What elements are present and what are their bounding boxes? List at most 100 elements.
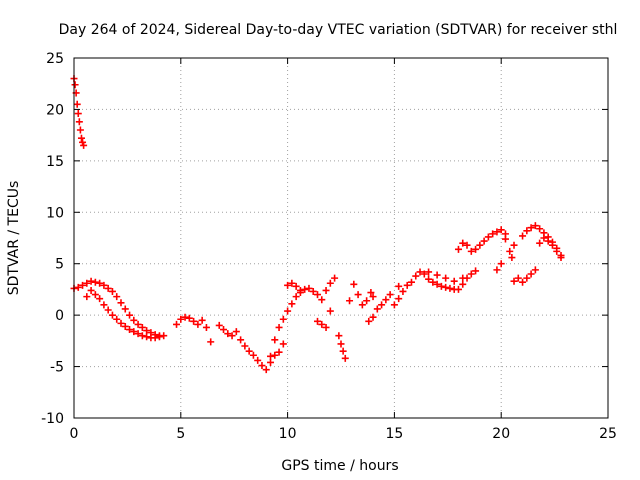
data-point: [126, 326, 134, 334]
data-point: [314, 317, 322, 325]
data-point: [117, 319, 125, 327]
data-point: [177, 315, 185, 323]
data-point: [271, 336, 279, 344]
data-point: [508, 254, 516, 262]
data-point: [363, 297, 371, 305]
data-point: [134, 320, 142, 328]
axis-ticks: [73, 57, 609, 419]
data-point: [493, 266, 501, 274]
data-point: [74, 110, 82, 118]
data-point: [454, 285, 462, 293]
data-point: [484, 233, 492, 241]
data-point: [416, 268, 424, 276]
data-point: [519, 278, 527, 286]
data-point: [527, 224, 535, 232]
data-point: [130, 316, 138, 324]
data-point: [104, 306, 112, 314]
data-point: [523, 227, 531, 235]
data-point: [77, 134, 85, 142]
data-point: [523, 274, 531, 282]
data-point: [232, 328, 240, 336]
data-point: [296, 286, 304, 294]
data-point: [71, 81, 79, 89]
y-axis-label: SDTVAR / TECUs: [6, 181, 22, 296]
data-point: [399, 287, 407, 295]
data-point: [113, 315, 121, 323]
chart-title: Day 264 of 2024, Sidereal Day-to-day VTE…: [59, 22, 618, 38]
data-point: [544, 237, 552, 245]
data-point: [341, 354, 349, 362]
data-point: [331, 274, 339, 282]
data-point: [96, 279, 104, 287]
data-point: [489, 230, 497, 238]
data-point: [472, 267, 480, 275]
data-point: [108, 287, 116, 295]
data-point: [237, 336, 245, 344]
data-point: [73, 100, 81, 108]
data-point: [437, 282, 445, 290]
data-point: [395, 282, 403, 290]
data-point: [459, 239, 467, 247]
data-point: [113, 293, 121, 301]
data-point: [472, 245, 480, 253]
data-point: [476, 241, 484, 249]
y-tick-label: 0: [55, 308, 64, 324]
data-point: [531, 222, 539, 230]
data-point: [346, 297, 354, 305]
data-point: [267, 352, 275, 360]
data-point: [305, 284, 313, 292]
data-point: [369, 293, 377, 301]
data-point: [369, 313, 377, 321]
data-point: [335, 332, 343, 340]
data-point: [433, 280, 441, 288]
data-point: [433, 271, 441, 279]
data-point: [420, 270, 428, 278]
data-points: [70, 75, 565, 374]
data-point: [130, 328, 138, 336]
data-point: [301, 285, 309, 293]
data-point: [271, 351, 279, 359]
data-point: [467, 247, 475, 255]
data-point: [91, 291, 99, 299]
data-point: [254, 356, 262, 364]
data-point: [553, 247, 561, 255]
data-point: [506, 247, 514, 255]
data-point: [386, 291, 394, 299]
x-tick-label: 10: [279, 426, 297, 442]
data-point: [531, 266, 539, 274]
data-point: [275, 348, 283, 356]
x-axis-label: GPS time / hours: [281, 458, 398, 474]
data-point: [501, 235, 509, 243]
data-point: [121, 322, 129, 330]
data-point: [117, 299, 125, 307]
data-point: [80, 141, 88, 149]
data-point: [497, 226, 505, 234]
data-point: [155, 333, 163, 341]
data-point: [557, 254, 565, 262]
data-point: [258, 362, 266, 370]
data-point: [536, 225, 544, 233]
data-point: [395, 295, 403, 303]
data-point: [322, 323, 330, 331]
data-point: [275, 323, 283, 331]
x-tick-label: 25: [599, 426, 617, 442]
data-point: [429, 278, 437, 286]
data-point: [403, 281, 411, 289]
data-point: [450, 277, 458, 285]
data-point: [87, 286, 95, 294]
data-point: [241, 342, 249, 350]
x-tick-labels: 0 5 10 15 20 25: [70, 426, 617, 442]
data-point: [467, 270, 475, 278]
data-point: [493, 228, 501, 236]
data-point: [540, 234, 548, 242]
data-point: [365, 317, 373, 325]
y-tick-label: 20: [46, 102, 64, 118]
data-point: [207, 338, 215, 346]
data-point: [228, 332, 236, 340]
data-point: [83, 293, 91, 301]
x-tick-label: 20: [492, 426, 510, 442]
data-point: [202, 323, 210, 331]
data-point: [459, 280, 467, 288]
data-point: [463, 241, 471, 249]
